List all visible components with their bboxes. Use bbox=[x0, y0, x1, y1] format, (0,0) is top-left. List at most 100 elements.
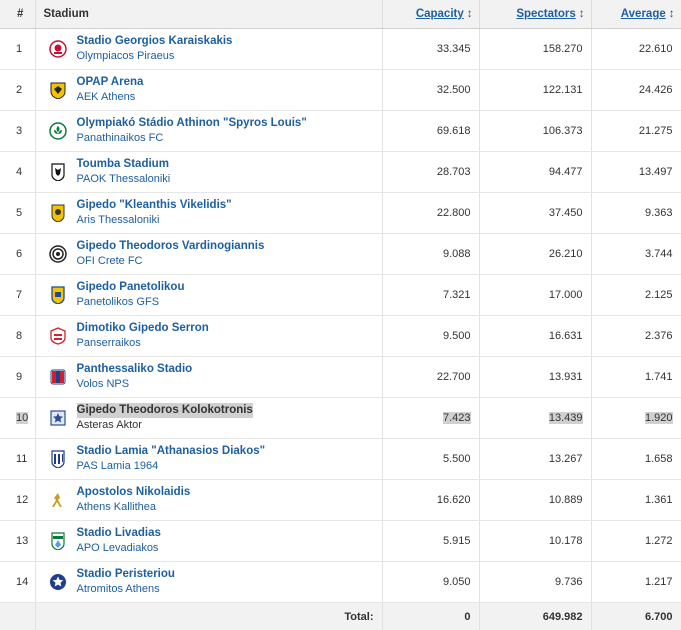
header-spectators[interactable]: Spectators ↕ bbox=[479, 0, 591, 29]
club-name-link[interactable]: APO Levadiakos bbox=[77, 541, 161, 556]
capacity-cell: 28.703 bbox=[382, 152, 479, 193]
header-capacity[interactable]: Capacity↕ bbox=[382, 0, 479, 29]
table-row: 5 Gipedo "Kleanthis Vikelidis" Aris Thes… bbox=[0, 193, 681, 234]
table-row: 7 Gipedo Panetolikou Panetolikos GFS 7.3… bbox=[0, 275, 681, 316]
club-name-link[interactable]: Olympiacos Piraeus bbox=[77, 49, 233, 64]
stadium-cell: Stadio Livadias APO Levadiakos bbox=[35, 521, 382, 562]
panserraikos-crest-icon bbox=[49, 327, 67, 345]
table-row: 8 Dimotiko Gipedo Serron Panserraikos 9.… bbox=[0, 316, 681, 357]
kallithea-crest-icon bbox=[49, 491, 67, 509]
stadium-name-link[interactable]: Olympiakó Stádio Athinon "Spyros Louis" bbox=[77, 116, 307, 131]
spectators-cell: 10.889 bbox=[479, 480, 591, 521]
row-rank: 6 bbox=[0, 234, 35, 275]
stadium-cell: Apostolos Nikolaidis Athens Kallithea bbox=[35, 480, 382, 521]
sort-spectators-link[interactable]: Spectators bbox=[516, 8, 575, 20]
spectators-cell: 13.931 bbox=[479, 357, 591, 398]
total-spectators: 649.982 bbox=[479, 603, 591, 630]
stadium-cell: Olympiakó Stádio Athinon "Spyros Louis" … bbox=[35, 111, 382, 152]
spectators-cell: 26.210 bbox=[479, 234, 591, 275]
stadium-name-link[interactable]: Stadio Peristeriou bbox=[77, 567, 175, 582]
stadium-cell: Toumba Stadium PAOK Thessaloniki bbox=[35, 152, 382, 193]
row-rank: 8 bbox=[0, 316, 35, 357]
capacity-cell: 16.620 bbox=[382, 480, 479, 521]
levadiakos-crest-icon bbox=[49, 532, 67, 550]
stadium-name-link[interactable]: Apostolos Nikolaidis bbox=[77, 485, 191, 500]
average-cell: 1.361 bbox=[591, 480, 681, 521]
spectators-cell: 158.270 bbox=[479, 29, 591, 70]
capacity-cell: 32.500 bbox=[382, 70, 479, 111]
club-name-link[interactable]: AEK Athens bbox=[77, 90, 144, 105]
spectators-cell: 17.000 bbox=[479, 275, 591, 316]
capacity-cell: 9.050 bbox=[382, 562, 479, 603]
paok-crest-icon bbox=[49, 163, 67, 181]
table-row: 2 OPAP Arena AEK Athens 32.500 122.131 2… bbox=[0, 70, 681, 111]
stadium-name-link[interactable]: OPAP Arena bbox=[77, 75, 144, 90]
table-row: 12 Apostolos Nikolaidis Athens Kallithea… bbox=[0, 480, 681, 521]
ofi-crest-icon bbox=[49, 245, 67, 263]
row-rank: 4 bbox=[0, 152, 35, 193]
spectators-cell: 10.178 bbox=[479, 521, 591, 562]
total-row: Total: 0 649.982 6.700 bbox=[0, 603, 681, 630]
club-name-link[interactable]: Panserraikos bbox=[77, 336, 209, 351]
asteras-crest-icon bbox=[49, 409, 67, 427]
row-rank: 5 bbox=[0, 193, 35, 234]
stadium-name-link[interactable]: Stadio Lamia "Athanasios Diakos" bbox=[77, 444, 266, 459]
table-row: 4 Toumba Stadium PAOK Thessaloniki 28.70… bbox=[0, 152, 681, 193]
stadium-cell: Stadio Peristeriou Atromitos Athens bbox=[35, 562, 382, 603]
header-average[interactable]: Average↕ bbox=[591, 0, 681, 29]
club-name-link[interactable]: Volos NPS bbox=[77, 377, 193, 392]
table-row: 1 Stadio Georgios Karaiskakis Olympiacos… bbox=[0, 29, 681, 70]
panathinaikos-crest-icon bbox=[49, 122, 67, 140]
spectators-cell: 9.736 bbox=[479, 562, 591, 603]
total-capacity: 0 bbox=[382, 603, 479, 630]
sort-arrows-icon[interactable]: ↕ bbox=[669, 8, 675, 20]
row-rank: 7 bbox=[0, 275, 35, 316]
club-name-link[interactable]: Athens Kallithea bbox=[77, 500, 191, 515]
sort-arrows-icon[interactable]: ↕ bbox=[467, 8, 473, 20]
table-row: 13 Stadio Livadias APO Levadiakos 5.915 … bbox=[0, 521, 681, 562]
olympiacos-crest-icon bbox=[49, 40, 67, 58]
stadium-name-link[interactable]: Toumba Stadium bbox=[77, 157, 171, 172]
panetolikos-crest-icon bbox=[49, 286, 67, 304]
average-cell: 2.376 bbox=[591, 316, 681, 357]
club-name-link[interactable]: Panetolikos GFS bbox=[77, 295, 185, 310]
stadium-name-link[interactable]: Stadio Georgios Karaiskakis bbox=[77, 34, 233, 49]
row-rank: 14 bbox=[0, 562, 35, 603]
stadium-name-link[interactable]: Gipedo Panetolikou bbox=[77, 280, 185, 295]
capacity-cell: 33.345 bbox=[382, 29, 479, 70]
club-name-link[interactable]: Asteras Aktor bbox=[77, 418, 253, 433]
sort-arrows-icon[interactable]: ↕ bbox=[579, 8, 585, 20]
club-name-link[interactable]: Aris Thessaloniki bbox=[77, 213, 232, 228]
sort-average-link[interactable]: Average bbox=[621, 8, 666, 20]
spectators-cell: 16.631 bbox=[479, 316, 591, 357]
club-name-link[interactable]: Atromitos Athens bbox=[77, 582, 175, 597]
table-row: 14 Stadio Peristeriou Atromitos Athens 9… bbox=[0, 562, 681, 603]
club-name-link[interactable]: OFI Crete FC bbox=[77, 254, 265, 269]
stadium-name-link[interactable]: Stadio Livadias bbox=[77, 526, 161, 541]
stadium-cell: Gipedo "Kleanthis Vikelidis" Aris Thessa… bbox=[35, 193, 382, 234]
table-row: 11 Stadio Lamia "Athanasios Diakos" PAS … bbox=[0, 439, 681, 480]
stadium-name-link[interactable]: Gipedo Theodoros Kolokotronis bbox=[77, 403, 253, 418]
stadium-name-link[interactable]: Gipedo "Kleanthis Vikelidis" bbox=[77, 198, 232, 213]
row-rank: 13 bbox=[0, 521, 35, 562]
club-name-link[interactable]: PAOK Thessaloniki bbox=[77, 172, 171, 187]
average-cell: 22.610 bbox=[591, 29, 681, 70]
capacity-cell: 7.321 bbox=[382, 275, 479, 316]
stadium-name-link[interactable]: Dimotiko Gipedo Serron bbox=[77, 321, 209, 336]
club-name-link[interactable]: PAS Lamia 1964 bbox=[77, 459, 266, 474]
row-rank: 12 bbox=[0, 480, 35, 521]
average-cell: 1.920 bbox=[591, 398, 681, 439]
stadium-cell: Gipedo Theodoros Vardinogiannis OFI Cret… bbox=[35, 234, 382, 275]
stadium-name-link[interactable]: Panthessaliko Stadio bbox=[77, 362, 193, 377]
average-cell: 24.426 bbox=[591, 70, 681, 111]
stadium-name-link[interactable]: Gipedo Theodoros Vardinogiannis bbox=[77, 239, 265, 254]
capacity-cell: 5.500 bbox=[382, 439, 479, 480]
sort-capacity-link[interactable]: Capacity bbox=[416, 8, 464, 20]
stadium-cell: Gipedo Theodoros Kolokotronis Asteras Ak… bbox=[35, 398, 382, 439]
club-name-link[interactable]: Panathinaikos FC bbox=[77, 131, 307, 146]
table-row: 6 Gipedo Theodoros Vardinogiannis OFI Cr… bbox=[0, 234, 681, 275]
spectators-cell: 94.477 bbox=[479, 152, 591, 193]
atromitos-crest-icon bbox=[49, 573, 67, 591]
average-cell: 13.497 bbox=[591, 152, 681, 193]
average-cell: 9.363 bbox=[591, 193, 681, 234]
